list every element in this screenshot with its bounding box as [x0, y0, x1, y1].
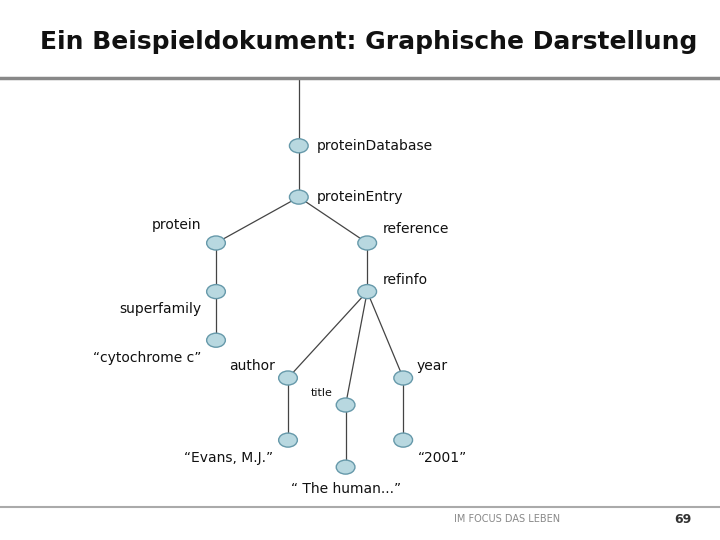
- Circle shape: [289, 190, 308, 204]
- Text: IM FOCUS DAS LEBEN: IM FOCUS DAS LEBEN: [454, 515, 559, 524]
- Circle shape: [279, 433, 297, 447]
- Text: proteinDatabase: proteinDatabase: [317, 139, 433, 153]
- Text: year: year: [416, 359, 447, 373]
- Text: “2001”: “2001”: [418, 451, 467, 465]
- Circle shape: [279, 371, 297, 385]
- Text: reference: reference: [383, 222, 449, 237]
- Text: refinfo: refinfo: [383, 273, 428, 287]
- Text: title: title: [311, 388, 333, 398]
- Circle shape: [336, 460, 355, 474]
- Text: superfamily: superfamily: [120, 302, 202, 316]
- Circle shape: [394, 371, 413, 385]
- Text: “Evans, M.J.”: “Evans, M.J.”: [184, 451, 274, 465]
- Circle shape: [394, 433, 413, 447]
- Circle shape: [336, 398, 355, 412]
- Text: “cytochrome c”: “cytochrome c”: [93, 351, 202, 365]
- Text: protein: protein: [152, 218, 202, 232]
- Circle shape: [358, 236, 377, 250]
- Circle shape: [289, 139, 308, 153]
- Circle shape: [358, 285, 377, 299]
- Circle shape: [207, 285, 225, 299]
- Text: “ The human...”: “ The human...”: [291, 482, 400, 496]
- Text: proteinEntry: proteinEntry: [317, 190, 403, 204]
- Text: 69: 69: [674, 513, 691, 526]
- Text: author: author: [229, 359, 275, 373]
- Text: Ein Beispieldokument: Graphische Darstellung: Ein Beispieldokument: Graphische Darstel…: [40, 30, 697, 53]
- Circle shape: [207, 333, 225, 347]
- Circle shape: [207, 236, 225, 250]
